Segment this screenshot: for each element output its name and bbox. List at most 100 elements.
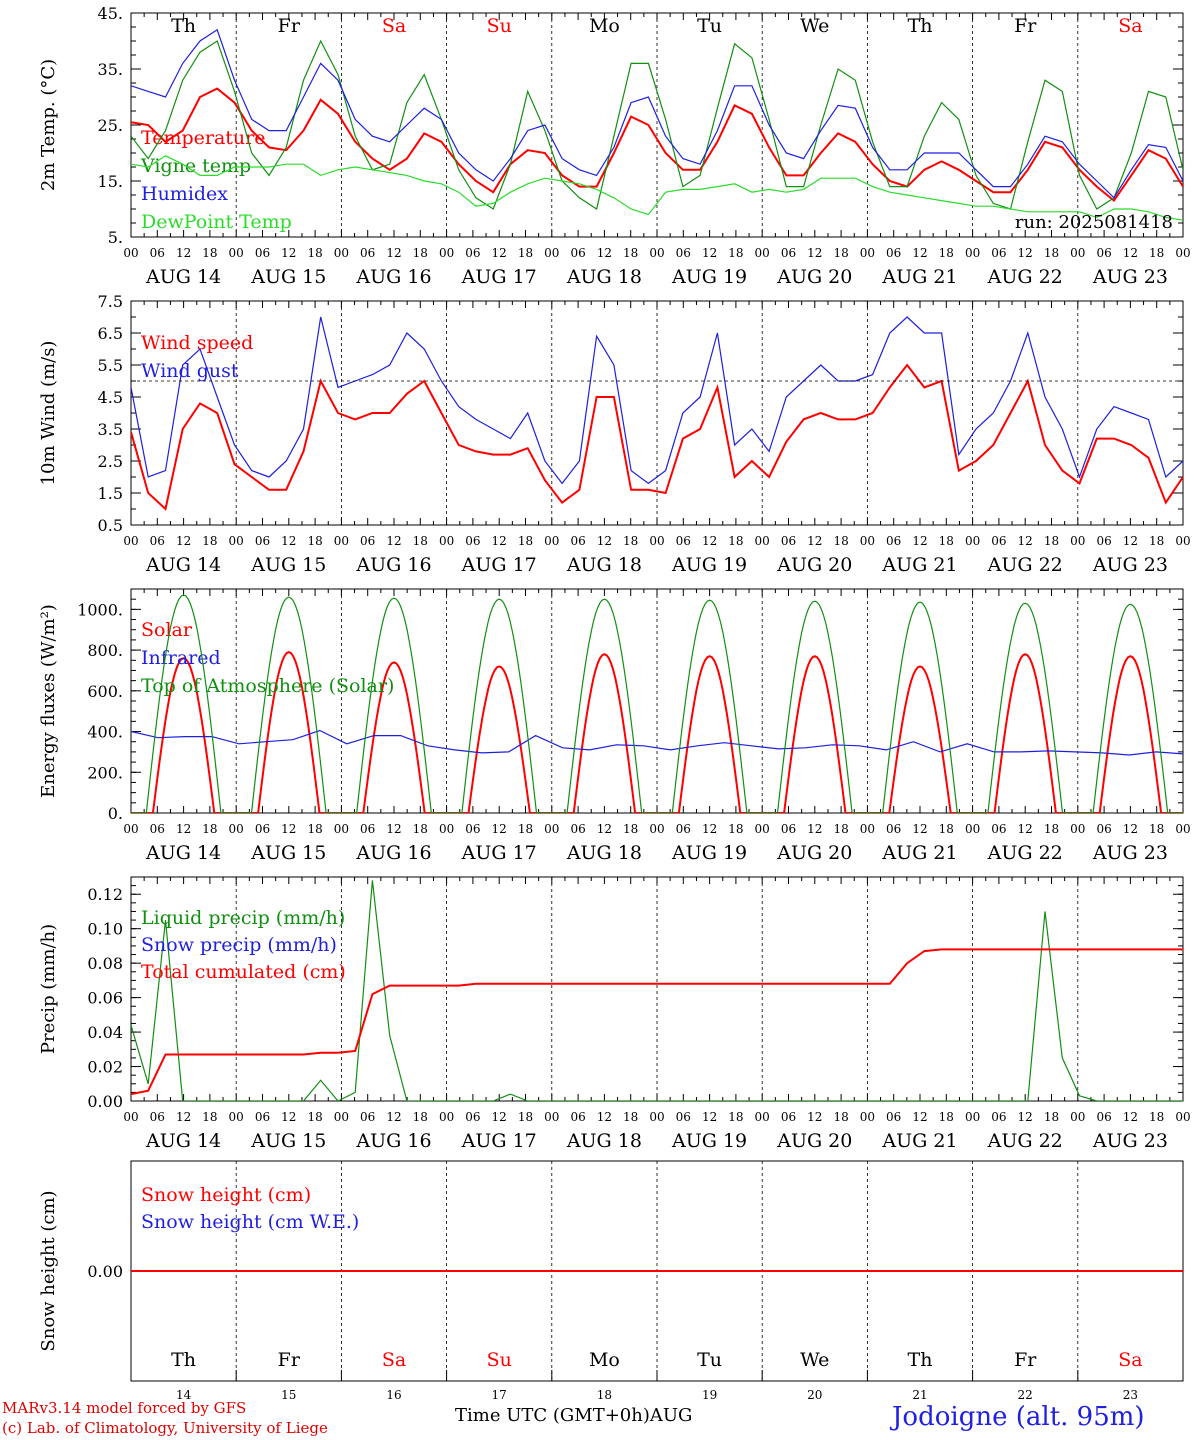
y-tick-label: 0.02 (87, 1058, 123, 1077)
hour-tick-label: 12 (386, 1110, 401, 1124)
hour-tick-label: 00 (965, 534, 980, 548)
hour-tick-label: 00 (860, 534, 875, 548)
hour-tick-label: 00 (649, 1110, 664, 1124)
hour-tick-label: 12 (702, 822, 717, 836)
series-line-3 (131, 594, 1183, 813)
y-tick-label: 15. (98, 172, 123, 191)
hour-tick-label: 00 (860, 822, 875, 836)
y-axis-label: Precip (mm/h) (38, 924, 59, 1054)
day-number-label: 18 (597, 1388, 612, 1402)
date-label: AUG 14 (145, 842, 221, 864)
hour-tick-label: 00 (544, 1110, 559, 1124)
legend-entry-2: Snow precip (mm/h) (141, 934, 337, 956)
panel-4: 00 06 12 18 00 06 12 18 00 06 12 18 00 06 12 18 00 06 12 18… (38, 876, 1191, 1152)
hour-tick-label: 12 (176, 1110, 191, 1124)
date-label: AUG 16 (355, 842, 431, 864)
hour-tick-label: 00 (755, 246, 770, 260)
y-tick-label: 5. (108, 228, 123, 247)
day-number-label: 20 (807, 1388, 822, 1402)
hour-tick-label: 12 (807, 534, 822, 548)
hour-tick-label: 12 (1018, 1110, 1033, 1124)
date-label: AUG 20 (776, 1130, 852, 1152)
hour-tick-label: 06 (465, 534, 480, 548)
legend-entry-3: Top of Atmosphere (Solar) (141, 675, 394, 697)
hour-tick-label: 06 (570, 1110, 585, 1124)
hour-tick-label: 18 (202, 822, 217, 836)
y-tick-label: 2.5 (98, 452, 123, 471)
hour-tick-label: 00 (1175, 534, 1190, 548)
date-label: AUG 19 (671, 1130, 747, 1152)
y-tick-label: 1.5 (98, 484, 123, 503)
hour-tick-label: 00 (1175, 246, 1190, 260)
panel-3: 00 06 12 18 00 06 12 18 00 06 12 18 00 06 12 18 00 06 12 18… (38, 588, 1191, 864)
hour-tick-label: 06 (676, 534, 691, 548)
y-tick-label: 200. (87, 763, 123, 782)
hour-tick-label: 00 (649, 822, 664, 836)
date-label: AUG 14 (145, 1130, 221, 1152)
day-label-bottom: Fr (1014, 1349, 1037, 1371)
date-label: AUG 21 (881, 266, 957, 288)
station-name: Jodoigne (alt. 95m) (892, 1402, 1145, 1432)
date-label: AUG 20 (776, 266, 852, 288)
y-tick-label: 600. (87, 682, 123, 701)
hour-tick-label: 12 (702, 246, 717, 260)
hour-tick-label: 18 (413, 246, 428, 260)
hour-tick-label: 06 (1096, 822, 1111, 836)
date-label: AUG 22 (987, 1130, 1063, 1152)
hour-tick-label: 12 (176, 822, 191, 836)
day-number-label: 22 (1018, 1388, 1033, 1402)
series-line-3 (131, 948, 1183, 1096)
y-tick-label: 0.04 (87, 1023, 123, 1042)
hour-tick-label: 12 (1123, 534, 1138, 548)
lab-credit: (c) Lab. of Climatology, University of L… (2, 1419, 328, 1437)
date-label: AUG 23 (1092, 1130, 1168, 1152)
hour-tick-label: 06 (781, 1110, 796, 1124)
day-number-label: 14 (176, 1388, 192, 1402)
hour-tick-label: 00 (439, 246, 454, 260)
hour-tick-label: 06 (570, 822, 585, 836)
hour-tick-label: 18 (623, 1110, 638, 1124)
day-number-label: 17 (492, 1388, 507, 1402)
hour-tick-label: 12 (1018, 822, 1033, 836)
hour-tick-label: 06 (150, 246, 165, 260)
day-label-bottom: Sa (1118, 1349, 1142, 1371)
hour-tick-label: 00 (1175, 822, 1190, 836)
run-label: run: 2025081418 (1015, 212, 1173, 233)
day-label-bottom: Th (171, 1349, 196, 1371)
hour-tick-label: 06 (255, 246, 270, 260)
y-tick-label: 0.06 (87, 989, 123, 1008)
date-label: AUG 16 (355, 1130, 431, 1152)
date-label: AUG 16 (355, 266, 431, 288)
hour-tick-label: 06 (150, 534, 165, 548)
series-line-1 (131, 651, 1183, 813)
hour-tick-label: 00 (860, 1110, 875, 1124)
day-label-top: Su (487, 15, 512, 37)
hour-tick-label: 12 (492, 822, 507, 836)
hour-tick-label: 18 (413, 534, 428, 548)
hour-tick-label: 12 (912, 246, 927, 260)
date-label: AUG 15 (250, 554, 326, 576)
hour-tick-label: 12 (386, 534, 401, 548)
hour-tick-label: 12 (176, 246, 191, 260)
date-label: AUG 17 (461, 842, 537, 864)
date-label: AUG 17 (461, 1130, 537, 1152)
series-line-1 (131, 880, 1183, 1101)
hour-tick-label: 00 (544, 246, 559, 260)
hour-tick-label: 12 (702, 534, 717, 548)
hour-tick-label: 18 (1044, 534, 1059, 548)
hour-tick-label: 18 (833, 1110, 848, 1124)
date-label: AUG 19 (671, 554, 747, 576)
hour-tick-label: 18 (307, 1110, 322, 1124)
hour-tick-label: 00 (755, 822, 770, 836)
hour-tick-label: 00 (334, 246, 349, 260)
legend-entry-3: Total cumulated (cm) (141, 961, 346, 983)
hour-tick-label: 18 (939, 246, 954, 260)
hour-tick-label: 18 (728, 1110, 743, 1124)
day-label-top: Fr (1014, 15, 1037, 37)
day-number-label: 23 (1123, 1388, 1138, 1402)
day-label-top: Th (171, 15, 196, 37)
date-label: AUG 23 (1092, 554, 1168, 576)
day-label-bottom: Sa (382, 1349, 406, 1371)
day-label-top: Sa (382, 15, 406, 37)
